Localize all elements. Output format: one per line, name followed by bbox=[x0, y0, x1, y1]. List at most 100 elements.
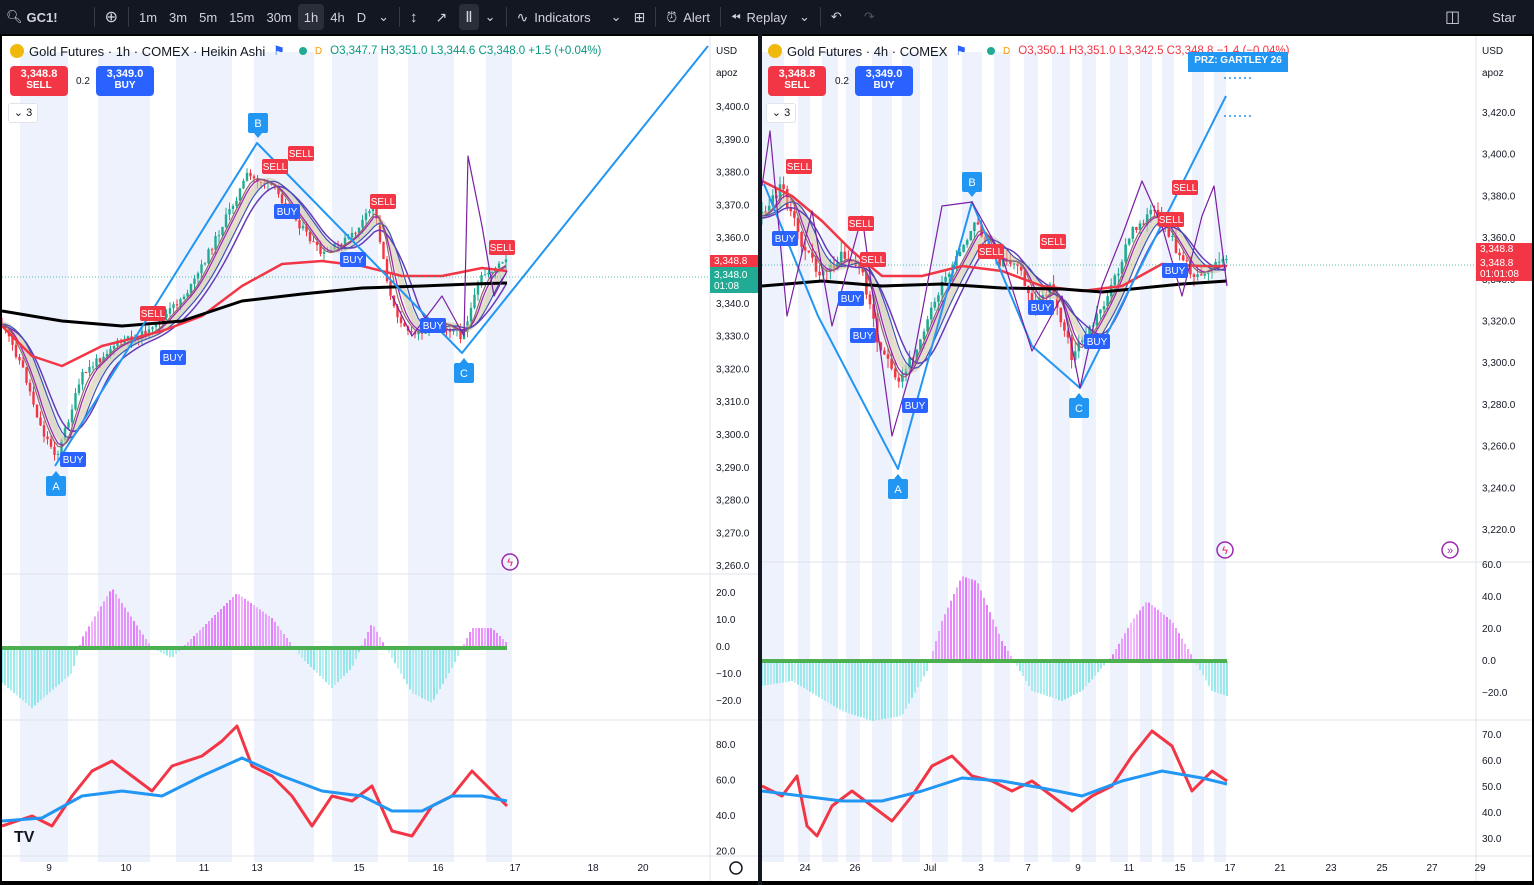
layouts-button[interactable]: ⊞ bbox=[628, 4, 652, 30]
osc-tick-label: 10.0 bbox=[716, 615, 736, 626]
alert-button[interactable]: ⏰︎ Alert bbox=[660, 4, 716, 30]
candle-body bbox=[308, 231, 312, 242]
time-tick-label: 13 bbox=[251, 863, 263, 874]
redo-button[interactable]: ↷ bbox=[858, 4, 881, 30]
interval-dropdown[interactable]: ⌄ bbox=[372, 4, 395, 30]
replay-button[interactable]: ⏪︎ Replay bbox=[725, 4, 793, 30]
rsi-tick-label: 20.0 bbox=[716, 847, 736, 858]
bar-style-button[interactable]: ↕ bbox=[404, 4, 424, 30]
undo-button[interactable]: ↶ bbox=[825, 4, 848, 30]
candle-body bbox=[1127, 238, 1131, 245]
interval-1h[interactable]: 1h bbox=[297, 4, 325, 30]
right-chart-canvas[interactable]: 3,420.03,400.03,380.03,360.03,340.03,320… bbox=[762, 36, 1532, 881]
layout-split-button[interactable]: ◫ bbox=[1439, 4, 1466, 30]
split-layout-icon: ◫ bbox=[1445, 9, 1461, 26]
left-chart-pane[interactable]: 3,400.03,390.03,380.03,370.03,360.03,350… bbox=[2, 36, 758, 881]
rsi-tick-label: 40.0 bbox=[1482, 808, 1502, 819]
signal-buy bbox=[850, 328, 876, 343]
candle-body bbox=[469, 307, 473, 322]
candle-body bbox=[908, 357, 911, 369]
price-tick-label: 3,420.0 bbox=[1482, 108, 1516, 119]
candle-body bbox=[1135, 227, 1138, 230]
interval-30m[interactable]: 30m bbox=[266, 9, 292, 25]
currency-selector[interactable]: USD bbox=[1482, 46, 1504, 57]
sell-button[interactable]: 3,348.8 SELL bbox=[10, 66, 68, 96]
candle-body bbox=[214, 235, 217, 250]
line-style-button[interactable]: ↗ bbox=[430, 4, 454, 30]
candle-body bbox=[976, 222, 980, 225]
buy-button[interactable]: 3,349.0 BUY bbox=[96, 66, 154, 96]
indicators-button[interactable]: ∿ Indicators bbox=[511, 4, 597, 30]
interval-15m[interactable]: 15m bbox=[229, 9, 255, 25]
price-tick-label: 3,300.0 bbox=[716, 430, 750, 441]
interval-5m[interactable]: 5m bbox=[199, 9, 218, 25]
price-tag-top-label: 3,348.8 bbox=[1480, 244, 1514, 255]
candle-body bbox=[1142, 223, 1145, 225]
candle-body bbox=[868, 294, 872, 305]
candle-body bbox=[67, 422, 70, 429]
session-shade bbox=[1192, 52, 1204, 862]
candle-body bbox=[1214, 262, 1217, 267]
candle-body bbox=[1167, 224, 1171, 237]
collapse-indicators-toggle[interactable]: ⌄ 3 bbox=[766, 103, 796, 123]
flag-icon[interactable]: ⚑ bbox=[273, 43, 285, 58]
scale-mode-selector[interactable]: apoz bbox=[1482, 68, 1504, 79]
collapse-indicators-toggle[interactable]: ⌄ 3 bbox=[8, 103, 38, 123]
heikin-ashi-button[interactable]: Ⅱ bbox=[459, 4, 479, 30]
interval-3m[interactable]: 3m bbox=[169, 9, 188, 25]
interval-d[interactable]: D bbox=[356, 9, 367, 25]
rsi-slow-line bbox=[762, 769, 1228, 803]
session-shade bbox=[1052, 52, 1070, 862]
price-tick-label: 3,290.0 bbox=[716, 463, 750, 474]
zigzag-line bbox=[762, 130, 1228, 437]
price-tick-label: 3,220.0 bbox=[1482, 525, 1516, 536]
signal-label: BUY bbox=[277, 207, 298, 218]
interval-4h[interactable]: 4h bbox=[330, 9, 345, 25]
candle-body bbox=[375, 208, 378, 219]
compare-button[interactable]: ⊕ bbox=[99, 4, 124, 30]
right-chart-title[interactable]: Gold Futures · 4h · COMEX bbox=[787, 43, 948, 59]
pane-divider[interactable] bbox=[758, 34, 762, 885]
candle-body bbox=[207, 249, 210, 264]
left-chart-title[interactable]: Gold Futures · 1h · COMEX · Heikin Ashi bbox=[29, 43, 266, 59]
candle-body bbox=[25, 367, 28, 383]
divider bbox=[127, 7, 129, 27]
right-chart-pane[interactable]: 3,420.03,400.03,380.03,360.03,340.03,320… bbox=[762, 36, 1532, 881]
flag-icon[interactable]: ⚑ bbox=[955, 43, 968, 58]
scale-mode-selector[interactable]: apoz bbox=[716, 68, 738, 79]
sell-button[interactable]: 3,348.8 SELL bbox=[768, 66, 826, 96]
session-shade bbox=[1024, 52, 1038, 862]
candle-body bbox=[800, 232, 803, 247]
price-tick-label: 3,400.0 bbox=[1482, 150, 1516, 161]
candle-body bbox=[343, 237, 347, 247]
candle-body bbox=[1207, 272, 1210, 274]
pattern-point-pointer bbox=[460, 358, 468, 363]
candle-body bbox=[18, 357, 21, 361]
signal-label: SELL bbox=[490, 243, 515, 254]
star-button[interactable]: Star bbox=[1486, 4, 1522, 30]
rsi-tick-label: 80.0 bbox=[716, 740, 736, 751]
settings-gear-icon[interactable] bbox=[729, 861, 743, 875]
left-chart-canvas[interactable]: 3,400.03,390.03,380.03,370.03,360.03,350… bbox=[2, 36, 758, 881]
currency-selector[interactable]: USD bbox=[716, 46, 738, 57]
signal-buy bbox=[160, 350, 186, 365]
buy-button[interactable]: 3,349.0 BUY bbox=[855, 66, 913, 96]
lightning-alert-icon[interactable] bbox=[1216, 541, 1234, 559]
symbol-search[interactable]: 🔍︎ GC1! bbox=[0, 4, 64, 30]
candle-body bbox=[1048, 284, 1052, 297]
time-tick-label: 3 bbox=[978, 863, 984, 874]
price-tick-label: 3,390.0 bbox=[716, 135, 750, 146]
candle-body bbox=[305, 225, 308, 232]
market-status-icon bbox=[987, 47, 996, 55]
grid-icon: ⊞ bbox=[633, 8, 646, 25]
lightning-alert-icon[interactable] bbox=[501, 553, 519, 571]
divider bbox=[93, 7, 95, 27]
candle-body bbox=[497, 263, 501, 268]
replay-dropdown[interactable]: ⌄ bbox=[793, 4, 816, 30]
interval-1m[interactable]: 1m bbox=[138, 9, 158, 25]
scroll-to-realtime-icon[interactable] bbox=[1441, 541, 1459, 559]
chart-type-dropdown[interactable]: ⌄ bbox=[479, 4, 502, 30]
candles-icon: ↕ bbox=[410, 8, 418, 26]
indicators-dropdown[interactable]: ⌄ bbox=[605, 4, 628, 30]
candle-body bbox=[42, 425, 46, 437]
